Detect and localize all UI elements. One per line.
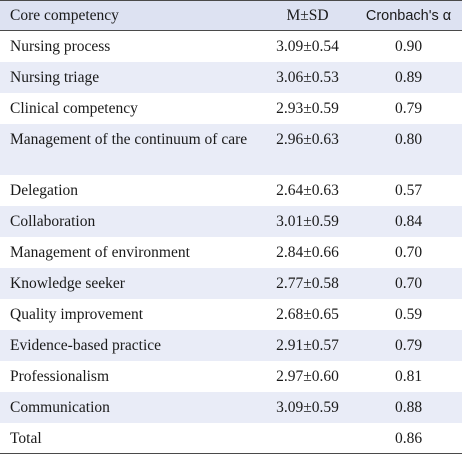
cell-competency: Delegation <box>10 181 79 199</box>
cell-competency: Communication <box>10 398 110 416</box>
cell-competency: Quality improvement <box>10 305 144 323</box>
table-row: Quality improvement 2.68±0.65 0.59 <box>0 299 462 330</box>
table-row-total: Total 0.86 <box>0 423 462 454</box>
cell-mean-sd: 2.97±0.60 <box>276 367 339 385</box>
cell-alpha: 0.89 <box>394 68 423 86</box>
cell-competency: Nursing triage <box>10 68 100 86</box>
cell-competency: Collaboration <box>10 212 96 230</box>
cell-competency: Knowledge seeker <box>10 274 125 292</box>
table-row: Management of environment 2.84±0.66 0.70 <box>0 237 462 268</box>
table-row: Management of the continuum of care 2.96… <box>0 123 462 175</box>
table-row: Nursing process 3.09±0.54 0.90 <box>0 31 462 62</box>
cell-mean-sd <box>260 423 355 454</box>
table-row: Clinical competency 2.93±0.59 0.79 <box>0 93 462 124</box>
cell-mean-sd: 2.68±0.65 <box>276 305 339 323</box>
cell-alpha: 0.88 <box>394 398 423 416</box>
table-row: Communication 3.09±0.59 0.88 <box>0 391 462 423</box>
cell-mean-sd: 3.09±0.59 <box>276 398 339 416</box>
cell-competency: Management of environment <box>10 243 190 261</box>
cell-alpha: 0.70 <box>394 274 423 292</box>
cell-alpha: 0.81 <box>394 367 423 385</box>
cell-competency: Professionalism <box>10 367 110 385</box>
cell-alpha: 0.70 <box>394 243 423 261</box>
cell-alpha: 0.79 <box>394 336 423 354</box>
cell-competency: Evidence-based practice <box>10 336 162 354</box>
cell-mean-sd: 2.91±0.57 <box>276 336 339 354</box>
cell-mean-sd: 2.77±0.58 <box>276 274 339 292</box>
cell-mean-sd: 3.06±0.53 <box>276 68 339 86</box>
table-header-row: Core competency M±SD Cronbach's α <box>0 0 462 31</box>
cell-competency: Management of the continuum of care <box>0 124 260 175</box>
cell-mean-sd: 3.09±0.54 <box>276 38 339 55</box>
cell-mean-sd: 2.64±0.63 <box>276 181 339 199</box>
table-row: Nursing triage 3.06±0.53 0.89 <box>0 61 462 93</box>
table-row: Collaboration 3.01±0.59 0.84 <box>0 205 462 237</box>
header-cronbach-alpha: Cronbach's α <box>365 7 452 24</box>
cell-competency: Nursing process <box>10 38 111 55</box>
table-row: Professionalism 2.97±0.60 0.81 <box>0 361 462 392</box>
table-row: Delegation 2.64±0.63 0.57 <box>0 175 462 206</box>
table-row: Knowledge seeker 2.77±0.58 0.70 <box>0 267 462 299</box>
cell-alpha: 0.80 <box>394 130 423 148</box>
cell-alpha: 0.84 <box>394 212 423 230</box>
table-row: Evidence-based practice 2.91±0.57 0.79 <box>0 329 462 361</box>
cell-alpha: 0.57 <box>394 181 423 199</box>
cell-competency-text: Management of the continuum of care <box>10 130 248 148</box>
cell-mean-sd: 2.84±0.66 <box>276 243 339 261</box>
cell-mean-sd: 3.01±0.59 <box>276 212 339 230</box>
header-mean-sd: M±SD <box>286 6 329 24</box>
cell-mean-sd: 2.93±0.59 <box>276 99 339 117</box>
cell-competency: Clinical competency <box>10 99 138 117</box>
cell-mean-sd: 2.96±0.63 <box>276 130 339 148</box>
header-core-competency: Core competency <box>10 6 119 24</box>
cell-alpha: 0.90 <box>394 38 423 55</box>
cell-alpha: 0.59 <box>394 305 423 323</box>
cell-alpha: 0.86 <box>394 429 423 447</box>
cell-alpha: 0.79 <box>394 99 423 117</box>
cell-competency: Total <box>10 429 42 447</box>
